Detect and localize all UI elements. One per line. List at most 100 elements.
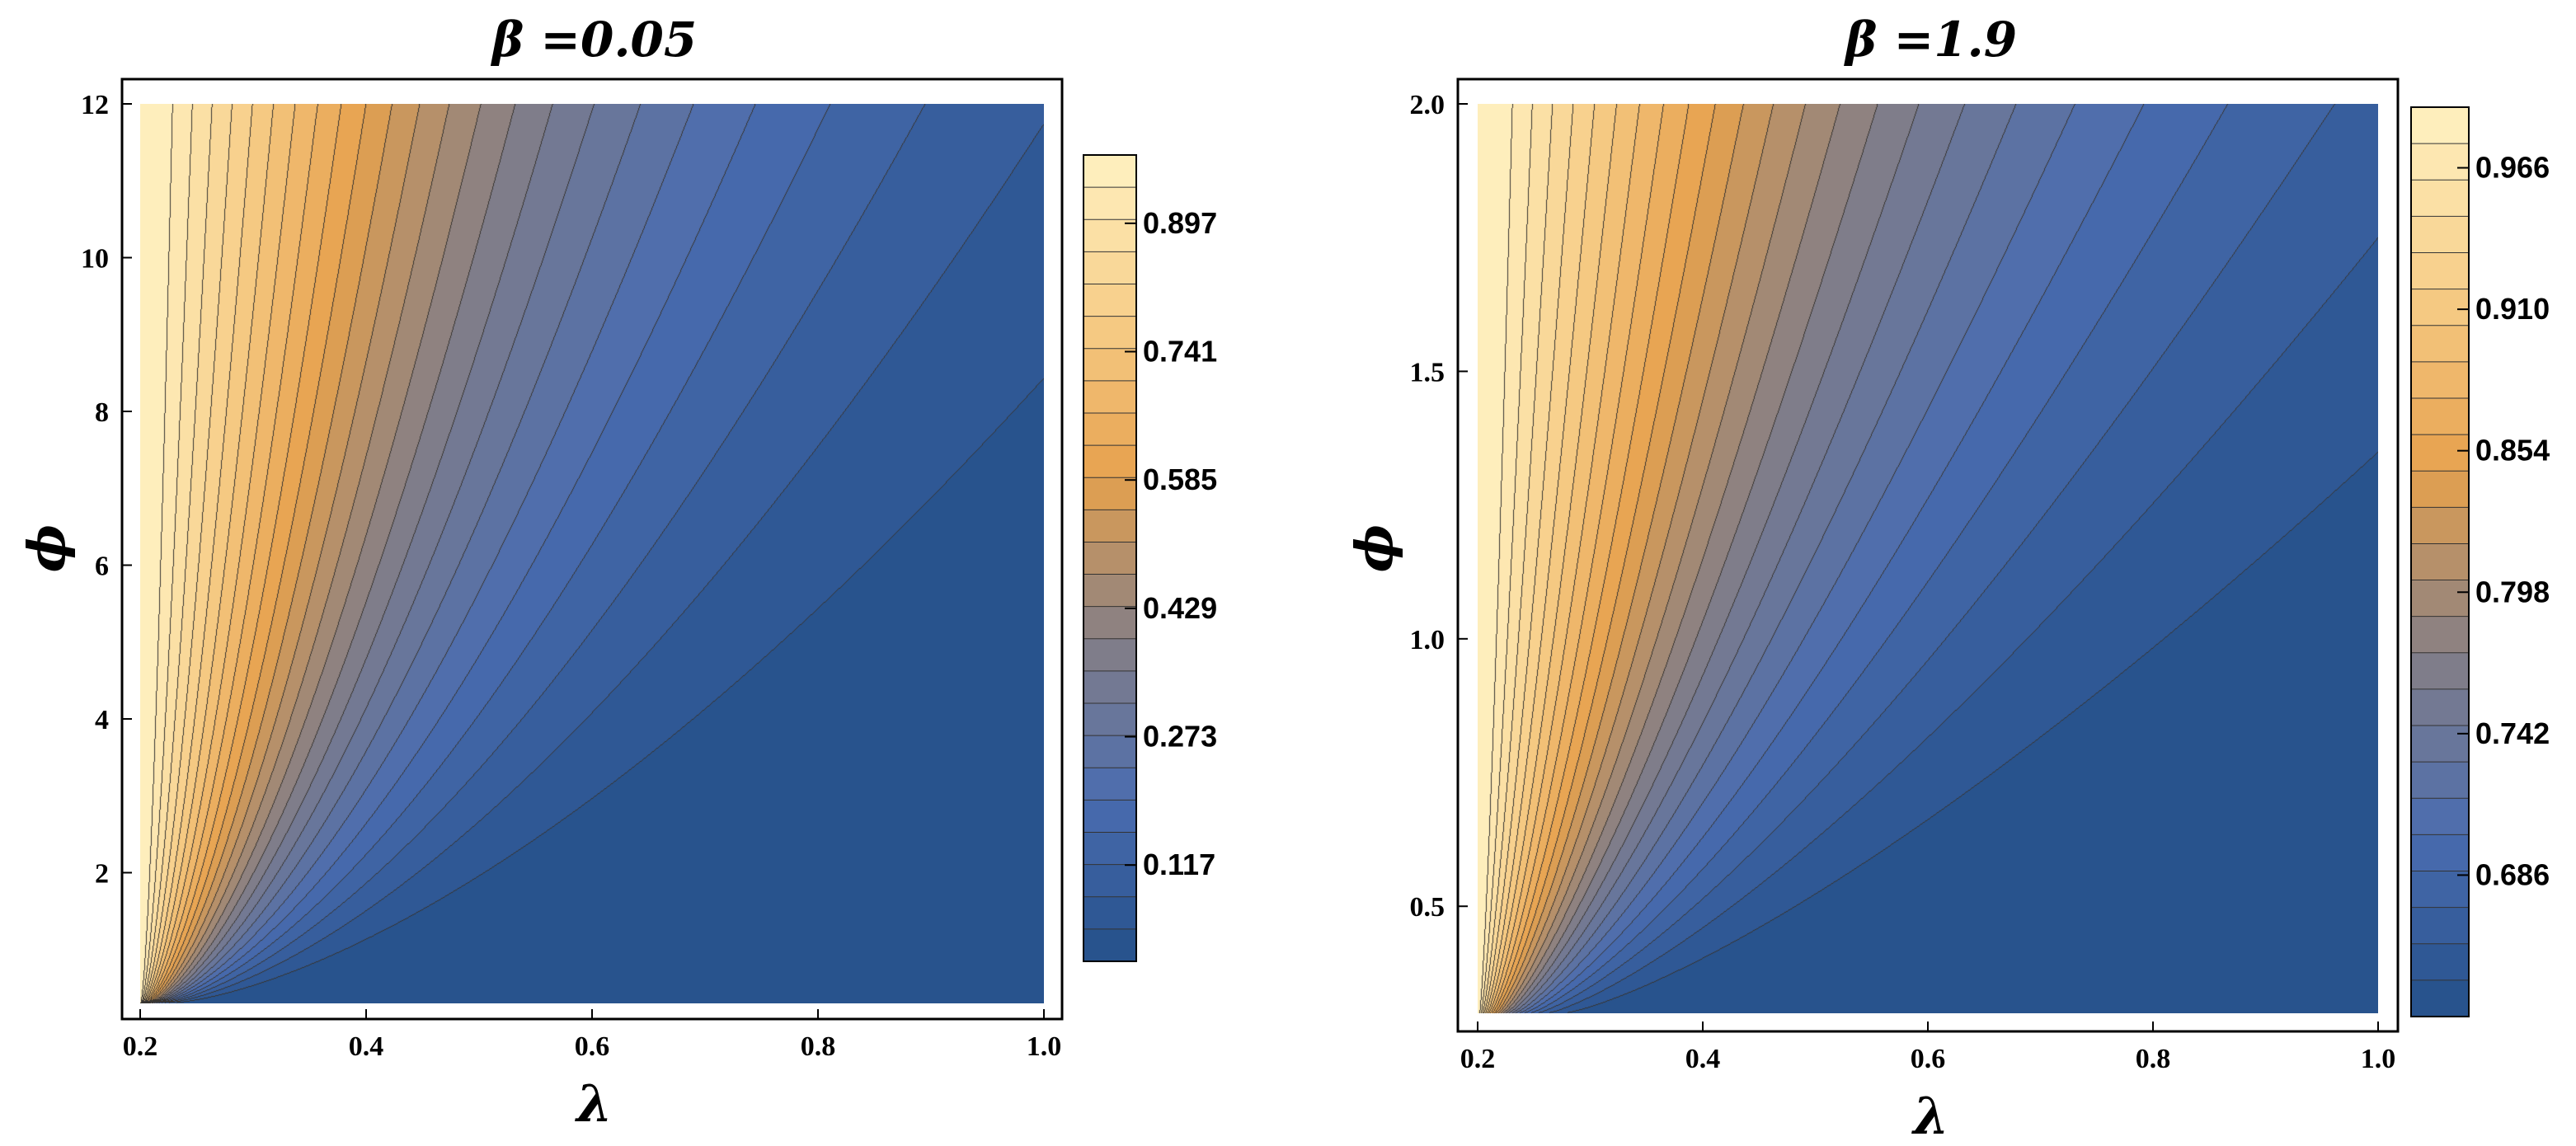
legend-tick-label: 0.854: [2475, 434, 2550, 467]
legend-swatch: [2411, 688, 2469, 726]
legend-swatch: [2411, 397, 2469, 435]
legend-swatch: [2411, 979, 2469, 1017]
right-color-legend: 0.686 0.742 0.798 0.854 0.910 0.966: [2410, 106, 2550, 1017]
legend-swatch: [1084, 251, 1136, 285]
legend-swatch: [2411, 798, 2469, 835]
y-tick-label: 6: [95, 551, 109, 581]
legend-swatch: [1084, 510, 1136, 543]
left-color-legend: 0.117 0.273 0.429 0.585 0.741 0.897: [1083, 154, 1217, 962]
legend-swatch: [1084, 896, 1136, 930]
legend-swatch: [2411, 762, 2469, 799]
legend-swatch: [1084, 928, 1136, 962]
legend-tick-label: 0.966: [2475, 151, 2550, 185]
y-tick-label: 10: [81, 243, 109, 274]
x-tick-label: 1.0: [1027, 1031, 1062, 1062]
legend-swatch: [2411, 580, 2469, 618]
x-tick-label: 0.8: [801, 1031, 836, 1062]
legend-frame: [2410, 106, 2470, 1017]
legend-tick-label: 0.117: [1143, 848, 1215, 881]
right-x-axis-label: λ: [1911, 1086, 1948, 1146]
legend-swatch: [2411, 726, 2469, 763]
legend-tick-label: 0.897: [1143, 206, 1217, 240]
legend-swatch: [2411, 834, 2469, 872]
right-x-axis-ticks: 0.2 0.4 0.6 0.8 1.0: [1460, 1022, 2396, 1074]
legend-swatch: [1084, 445, 1136, 478]
left-y-axis-ticks: 2 4 6 8 10 12: [81, 90, 132, 889]
legend-swatch: [1084, 412, 1136, 446]
legend-swatch: [1084, 284, 1136, 317]
legend-swatch: [1084, 864, 1136, 898]
legend-swatch: [2411, 616, 2469, 654]
y-tick-label: 12: [81, 90, 109, 120]
legend-swatch: [2411, 434, 2469, 472]
legend-swatch: [1084, 768, 1136, 801]
legend-swatch: [1084, 187, 1136, 220]
legend-swatch: [1084, 348, 1136, 382]
legend-swatch: [2411, 289, 2469, 326]
x-tick-label: 1.0: [2361, 1044, 2396, 1074]
legend-swatch: [1084, 380, 1136, 414]
legend-tick-label: 0.585: [1143, 463, 1217, 496]
legend-swatch: [1084, 735, 1136, 768]
legend-swatch: [1084, 542, 1136, 575]
legend-swatch: [2411, 471, 2469, 508]
legend-swatch: [1084, 155, 1136, 188]
legend-tick-label: 0.686: [2475, 857, 2550, 891]
x-tick-label: 0.2: [1460, 1044, 1496, 1074]
y-tick-label: 8: [95, 397, 109, 428]
legend-swatch: [2411, 907, 2469, 945]
right-contour-panel: β =1.9 0.51.01.52.0 0.2 0.4 0.6 0.8 1.0 λ ϕ …: [1344, 12, 2550, 1146]
right-y-axis-label: ϕ: [1344, 524, 1404, 572]
legend-swatch: [1084, 219, 1136, 252]
legend-tick-label: 0.273: [1143, 720, 1217, 754]
legend-tick-label: 0.910: [2475, 292, 2550, 326]
x-tick-label: 0.4: [1685, 1044, 1721, 1074]
legend-swatch: [2411, 143, 2469, 181]
left-contour-panel: β =0.05 2 4 6 8 10 12 0.2 0.4 0.6 0.8 1.0 λ ϕ 0.1…: [16, 12, 1217, 1134]
legend-frame: [1083, 154, 1137, 962]
y-tick-label: 4: [95, 705, 109, 735]
legend-swatch: [1084, 316, 1136, 350]
legend-tick-label: 0.742: [2475, 716, 2550, 750]
left-x-axis-ticks: 0.2 0.4 0.6 0.8 1.0: [123, 1009, 1062, 1062]
legend-swatch: [2411, 652, 2469, 690]
y-tick-label: 1.0: [1410, 625, 1445, 655]
legend-swatch: [1084, 477, 1136, 510]
x-tick-label: 0.4: [349, 1031, 384, 1062]
legend-tick-label: 0.429: [1143, 591, 1217, 625]
legend-swatch: [1084, 670, 1136, 704]
y-tick-label: 2.0: [1410, 90, 1445, 120]
legend-swatch: [2411, 216, 2469, 254]
right-plot-area: [1478, 104, 2378, 1013]
legend-swatch: [1084, 606, 1136, 640]
legend-tick-label: 0.741: [1143, 335, 1217, 369]
right-plot-title: β =1.9: [1844, 12, 2017, 68]
y-tick-label: 2: [95, 858, 109, 889]
legend-tick-label: 0.798: [2475, 575, 2550, 608]
legend-swatch: [2411, 943, 2469, 981]
legend-swatch: [1084, 800, 1136, 834]
y-tick-label: 1.5: [1410, 357, 1445, 387]
contour-fill: [140, 104, 1044, 1003]
left-y-axis-label: ϕ: [16, 524, 77, 572]
x-tick-label: 0.6: [1911, 1044, 1946, 1074]
legend-swatch: [1084, 574, 1136, 608]
legend-swatch: [1084, 703, 1136, 736]
y-tick-label: 0.5: [1410, 892, 1445, 923]
left-plot-area: [140, 104, 1044, 1003]
legend-swatch: [2411, 361, 2469, 399]
legend-swatch: [2411, 507, 2469, 545]
legend-swatch: [1084, 832, 1136, 866]
legend-swatch: [2411, 107, 2469, 144]
x-tick-label: 0.2: [123, 1031, 158, 1062]
legend-swatch: [2411, 543, 2469, 581]
legend-swatch: [2411, 325, 2469, 363]
right-y-axis-ticks: 0.5 1.0 1.5 2.0: [1410, 90, 1468, 923]
legend-swatch: [2411, 252, 2469, 290]
left-plot-title: β =0.05: [491, 12, 698, 68]
legend-swatch: [2411, 871, 2469, 909]
legend-swatch: [2411, 180, 2469, 217]
legend-swatch: [1084, 638, 1136, 672]
x-tick-label: 0.8: [2136, 1044, 2171, 1074]
